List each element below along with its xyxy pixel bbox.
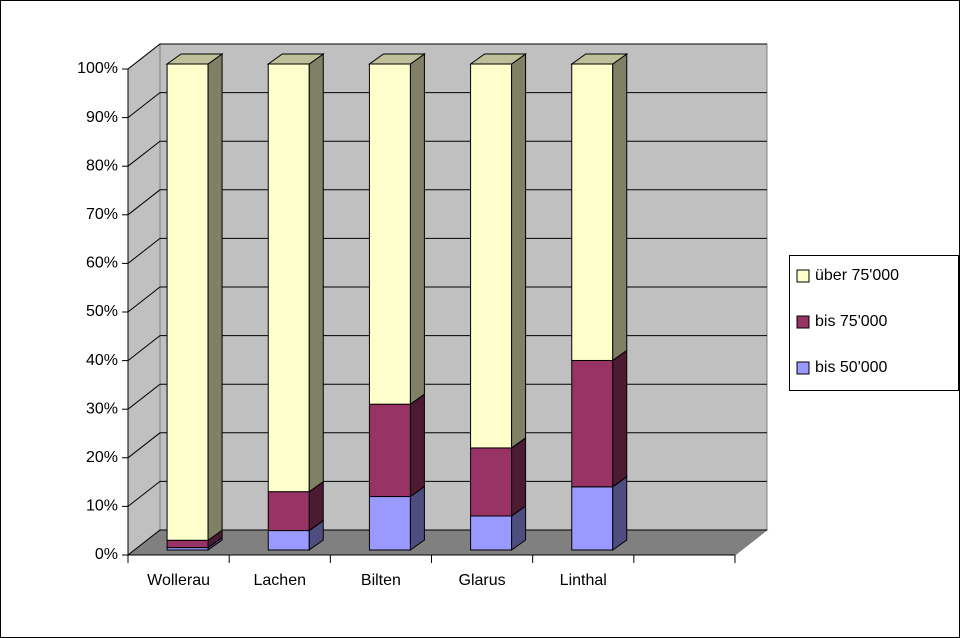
bar-side <box>207 53 223 542</box>
bar-top <box>266 53 325 65</box>
legend: über 75'000 bis 75'000 bis 50'000 <box>789 255 959 391</box>
grid-line <box>127 432 767 459</box>
y-tick-label: 40% <box>86 352 118 369</box>
y-tick-label: 80% <box>86 157 118 174</box>
bar-side <box>409 53 425 406</box>
bar-side <box>612 53 628 362</box>
x-tick-label: Lachen <box>254 572 307 589</box>
y-tick-label: 20% <box>86 449 118 466</box>
bar-segment <box>166 539 209 549</box>
bar-segment <box>470 515 513 551</box>
grid-line <box>127 237 767 264</box>
grid-line <box>127 529 767 556</box>
grid-line <box>127 92 767 118</box>
grid-line <box>127 335 767 361</box>
bar-segment <box>571 486 614 551</box>
y-tick-label: 90% <box>86 109 118 126</box>
bar-side <box>511 53 527 449</box>
x-tick-label: Linthal <box>560 572 607 589</box>
grid-line <box>127 43 767 70</box>
bar-segment <box>166 63 209 541</box>
legend-swatch <box>796 269 810 283</box>
x-tick-label: Wollerau <box>147 572 210 589</box>
bar-side <box>511 436 527 517</box>
legend-label: bis 75'000 <box>815 313 888 330</box>
legend-swatch <box>796 361 810 375</box>
grid-line <box>127 383 767 410</box>
legend-swatch <box>796 315 810 329</box>
bar-segment <box>571 63 614 361</box>
bar-segment <box>368 63 411 405</box>
bar-segment <box>267 530 310 551</box>
bar-segment <box>267 491 310 532</box>
x-tick-label: Bilten <box>361 572 401 589</box>
legend-box <box>789 255 959 391</box>
grid-line <box>127 480 767 507</box>
bar-segment <box>470 447 513 517</box>
bar-side <box>612 349 628 488</box>
bar-segment <box>368 403 411 498</box>
x-tick-label: Glarus <box>459 572 506 589</box>
legend-label: über 75'000 <box>815 267 899 284</box>
grid-line <box>127 286 767 313</box>
y-tick-label: 70% <box>86 206 118 223</box>
y-tick-label: 100% <box>77 60 118 77</box>
bar-top <box>165 53 224 65</box>
floor <box>126 529 769 556</box>
legend-label: bis 50'000 <box>815 359 888 376</box>
bar-segment <box>470 63 513 449</box>
y-tick-label: 10% <box>86 498 118 515</box>
bar-side <box>409 485 425 551</box>
bar-segment <box>368 496 411 551</box>
y-tick-label: 50% <box>86 303 118 320</box>
bar-top <box>469 53 528 65</box>
plot-area: 0% 10% 20% 30% 40% 50% 60% 70% 80% 90% 100% Wollera… <box>77 42 769 589</box>
grid-line <box>127 189 767 216</box>
bar-top <box>570 53 629 65</box>
y-tick-label: 60% <box>86 255 118 272</box>
grid-line <box>127 140 767 167</box>
bar-segment <box>571 359 614 488</box>
bar-side <box>612 475 628 551</box>
bar-side <box>308 53 324 493</box>
y-tick-label: 30% <box>86 400 118 417</box>
y-tick-label: 0% <box>95 546 118 563</box>
bar-side <box>409 393 425 498</box>
bar-segment <box>267 63 310 493</box>
bar-top <box>367 53 426 65</box>
